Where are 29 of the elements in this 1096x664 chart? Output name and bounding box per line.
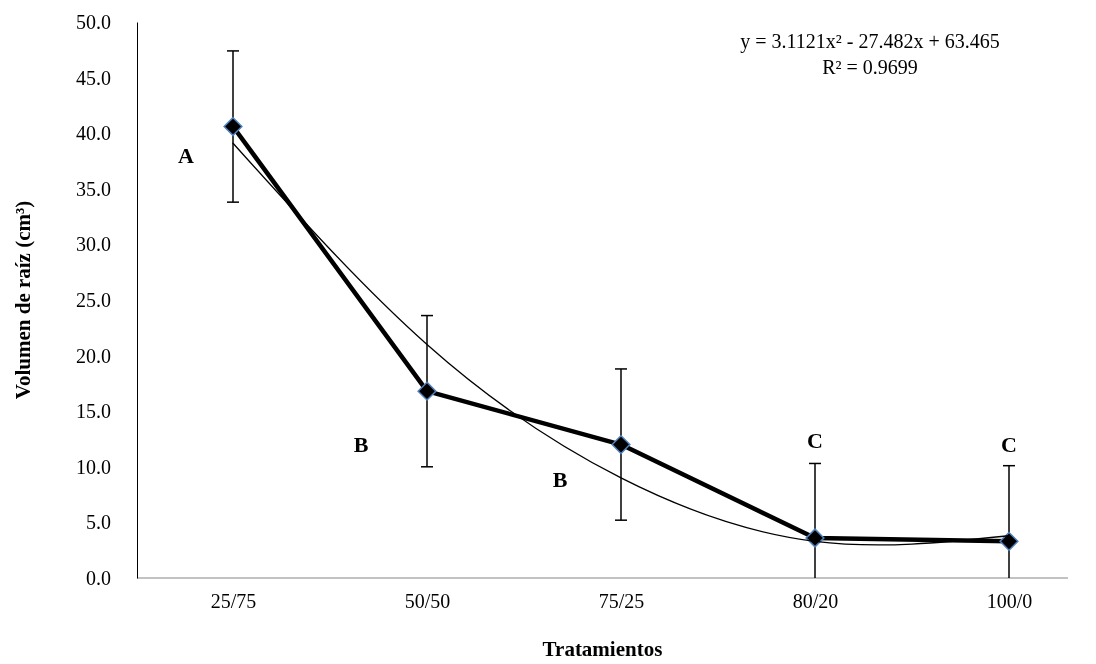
annotation: y = 3.1121x² - 27.482x + 63.465 xyxy=(740,30,1000,53)
y-tick-label: 25.0 xyxy=(76,288,111,311)
y-tick-label: 0.0 xyxy=(86,566,111,589)
y-tick-label: 5.0 xyxy=(86,511,111,534)
x-tick-label: 75/25 xyxy=(598,590,645,613)
point xyxy=(999,531,1019,551)
y-tick-label: 45.0 xyxy=(76,66,111,89)
x-tick-label: 80/20 xyxy=(792,590,839,613)
y-tick-label: 20.0 xyxy=(76,344,111,367)
annotation: A xyxy=(178,143,195,169)
point xyxy=(417,381,437,401)
annotation: B xyxy=(552,467,568,493)
y-tick-label: 35.0 xyxy=(76,177,111,200)
y-tick-label: 10.0 xyxy=(76,455,111,478)
y-tick-label: 40.0 xyxy=(76,122,111,145)
annotation: B xyxy=(353,432,369,458)
y-axis-title: Volumen de raíz (cm³) xyxy=(11,200,35,400)
x-axis-title: Tratamientos xyxy=(542,637,663,661)
annotation: C xyxy=(807,428,823,454)
annotation: C xyxy=(1001,432,1017,458)
y-tick-label: 15.0 xyxy=(76,400,111,423)
x-tick-label: 50/50 xyxy=(404,590,451,613)
y-tick-label: 30.0 xyxy=(76,233,111,256)
y-tick-label: 50.0 xyxy=(76,10,111,33)
x-tick-label: 100/0 xyxy=(986,590,1033,613)
point xyxy=(611,434,631,455)
point xyxy=(223,116,243,137)
annotation: R² = 0.9699 xyxy=(822,56,918,78)
x-tick-label: 25/75 xyxy=(210,590,257,613)
